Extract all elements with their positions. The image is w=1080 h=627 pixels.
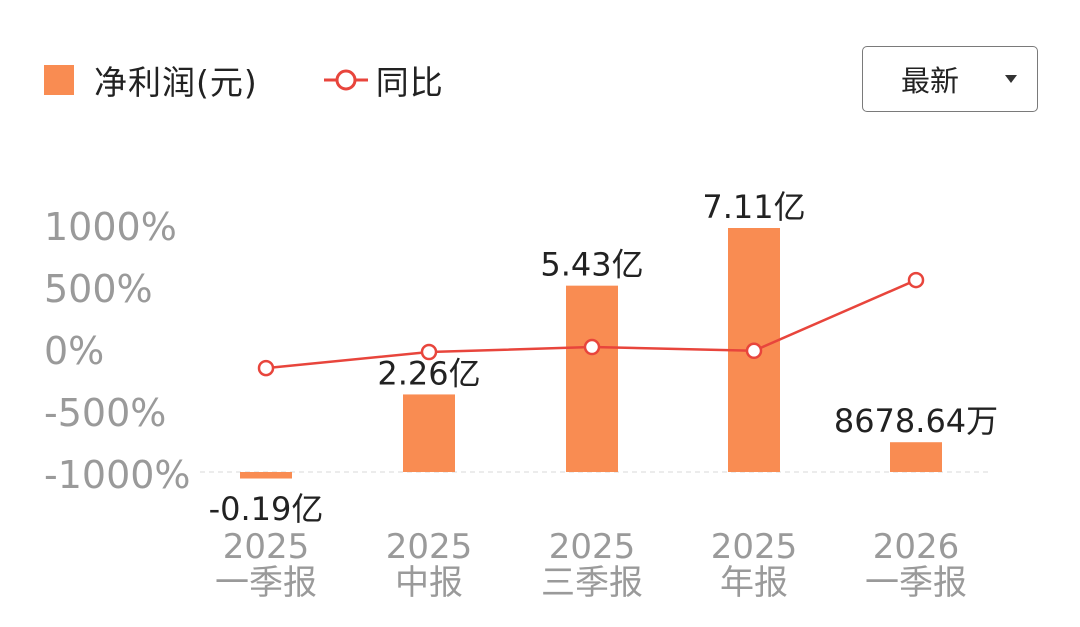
yoy-point[interactable] <box>420 343 438 361</box>
y-tick-label: 1000% <box>44 205 177 249</box>
y-tick-label: -1000% <box>44 453 191 497</box>
bar-swatch-icon <box>44 65 74 95</box>
legend-item-yoy[interactable]: 同比 <box>258 56 444 104</box>
x-tick-label-period: 一季报 <box>215 563 317 603</box>
bar-value-label: -0.19亿 <box>209 490 324 528</box>
bar[interactable] <box>566 285 618 472</box>
x-tick-label-period: 一季报 <box>865 563 967 603</box>
y-tick-label: 500% <box>44 267 153 311</box>
y-tick-label: -500% <box>44 391 166 435</box>
x-tick-label-period: 年报 <box>720 563 788 603</box>
bar[interactable] <box>403 394 455 472</box>
x-tick-label-year: 2025 <box>386 527 473 567</box>
bar-value-label: 7.11亿 <box>702 188 805 226</box>
bar-value-label: 2.26亿 <box>377 354 480 392</box>
legend-label-net-profit: 净利润(元) <box>94 63 258 102</box>
bar[interactable] <box>240 472 292 479</box>
bar-value-label: 8678.64万 <box>834 402 998 440</box>
x-tick-label-year: 2025 <box>223 527 310 567</box>
x-tick-label-year: 2026 <box>873 527 960 567</box>
x-tick-label-year: 2025 <box>711 527 798 567</box>
yoy-point[interactable] <box>745 342 763 360</box>
x-tick-label-period: 中报 <box>395 563 463 603</box>
yoy-point[interactable] <box>257 359 275 377</box>
yoy-point[interactable] <box>583 338 601 356</box>
x-tick-label-year: 2025 <box>549 527 636 567</box>
period-select[interactable]: 最新 <box>862 46 1038 112</box>
legend-label-yoy: 同比 <box>375 63 444 102</box>
line-marker-icon <box>323 69 368 91</box>
period-select-value: 最新 <box>901 64 960 98</box>
x-tick-label-period: 三季报 <box>541 563 643 603</box>
chart-legend: 净利润(元) 同比 <box>44 52 444 108</box>
caret-down-icon <box>1005 75 1017 83</box>
bar[interactable] <box>890 442 942 472</box>
y-tick-label: 0% <box>44 329 104 373</box>
legend-item-net-profit[interactable]: 净利润(元) <box>44 56 258 104</box>
yoy-point[interactable] <box>907 271 925 289</box>
bar-value-label: 5.43亿 <box>540 246 643 284</box>
